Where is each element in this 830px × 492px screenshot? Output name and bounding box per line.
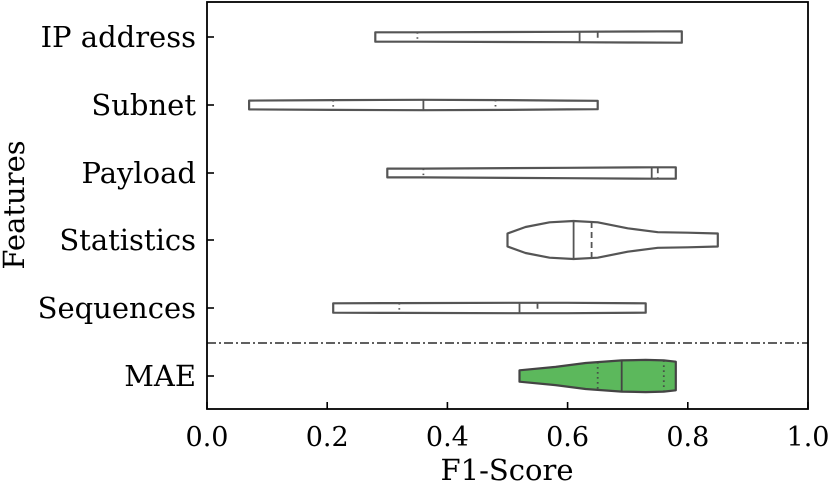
x-tick-label: 1.0 [787, 422, 830, 453]
x-tick-label: 0.8 [666, 422, 709, 453]
y-tick-label: Statistics [59, 223, 196, 257]
x-axis-ticks: 0.0 0.2 0.4 0.6 0.8 1.0 [186, 402, 830, 453]
y-tick-label: MAE [124, 359, 196, 393]
y-tick-label: IP address [41, 20, 196, 54]
violin-ip-address [374, 30, 683, 44]
y-tick-label: Payload [82, 156, 196, 190]
violin-body [332, 301, 647, 315]
violin-payload [386, 166, 677, 180]
x-axis-label: F1-Score [441, 453, 574, 487]
plot-frame [206, 1, 809, 410]
violins-layer [248, 30, 719, 394]
y-axis-label: Features [0, 140, 31, 269]
x-tick-label: 0.0 [186, 422, 229, 453]
violin-body [386, 166, 677, 180]
x-tick-label: 0.6 [546, 422, 589, 453]
violin-subnet [248, 98, 599, 112]
violin-body [374, 30, 683, 44]
violin-statistics [506, 219, 719, 261]
y-tick-label: Subnet [91, 88, 196, 122]
x-tick-label: 0.2 [306, 422, 349, 453]
violin-mae [518, 358, 677, 394]
y-axis-ticks: IP address Subnet Payload Statistics Sequenc… [38, 20, 214, 393]
violin-body [506, 219, 719, 261]
y-tick-label: Sequences [38, 291, 196, 325]
x-tick-label: 0.4 [426, 422, 469, 453]
violin-sequences [332, 301, 647, 315]
